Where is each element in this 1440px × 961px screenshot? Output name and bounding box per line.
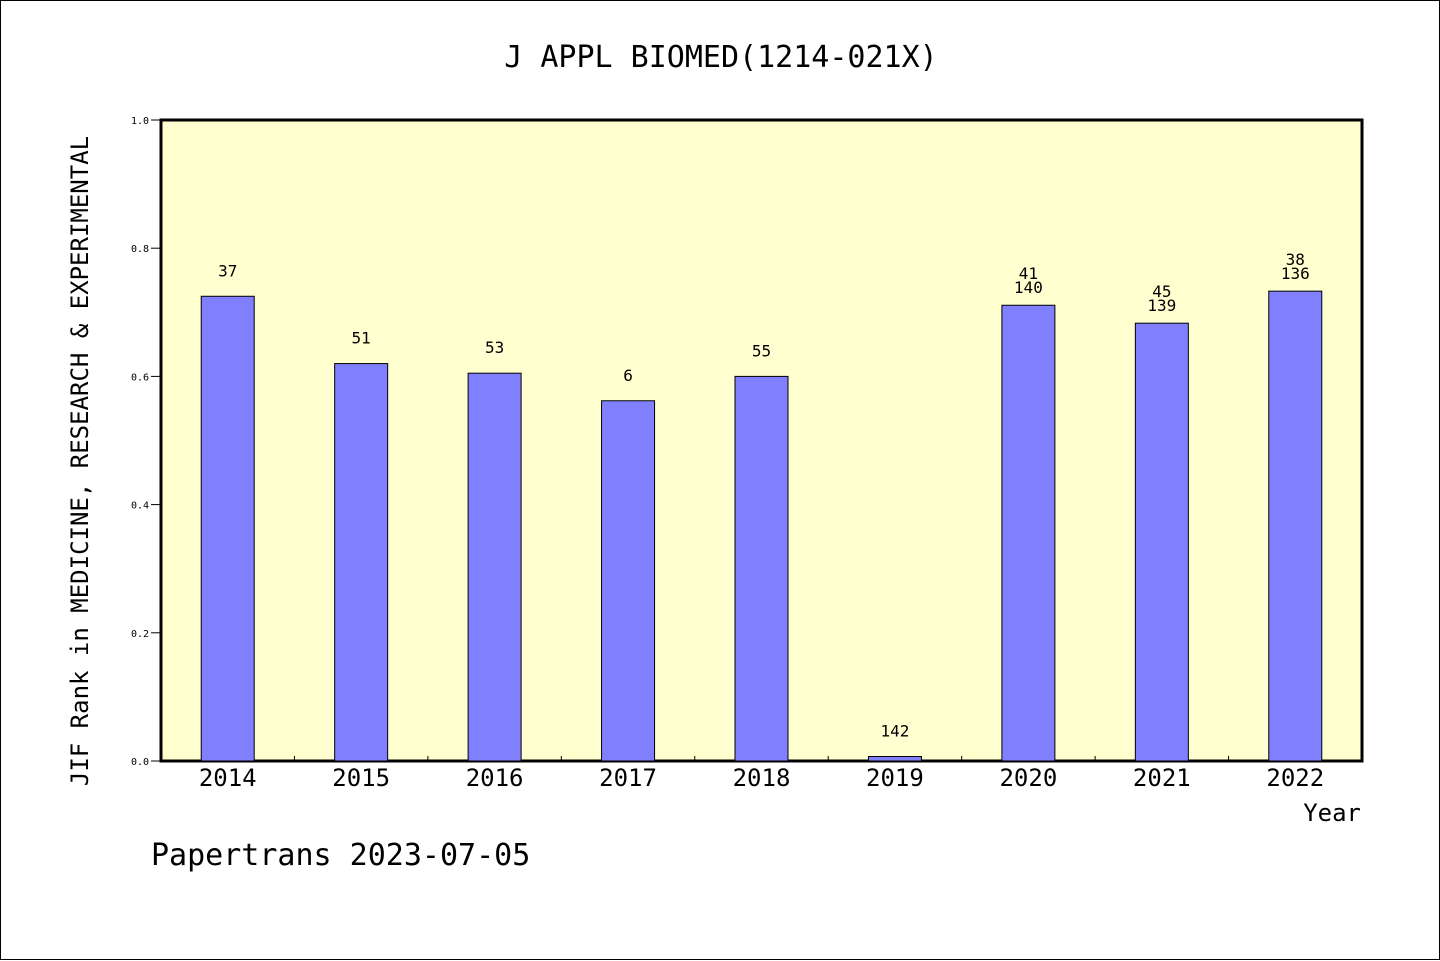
x-axis: 2014 2015 2016 2017 2018 2019 2020 2021 2022 bbox=[199, 756, 1324, 792]
x-tick-label: 2022 bbox=[1266, 764, 1324, 792]
y-tick-label: 0.8 bbox=[131, 244, 149, 255]
x-tick-label: 2020 bbox=[999, 764, 1057, 792]
bar-data-label: 51 bbox=[352, 329, 371, 348]
bar-2018 bbox=[734, 375, 789, 762]
x-tick-label: 2015 bbox=[332, 764, 390, 792]
y-axis: 0.0 0.2 0.4 0.6 0.8 1.0 bbox=[131, 116, 161, 768]
y-tick-label: 0.2 bbox=[131, 629, 149, 640]
footer-stamp: Papertrans 2023-07-05 bbox=[151, 838, 530, 873]
x-tick-label: 2018 bbox=[733, 764, 791, 792]
x-tick-label: 2017 bbox=[599, 764, 657, 792]
bar-2020 bbox=[1001, 304, 1056, 762]
y-tick-label: 0.6 bbox=[131, 372, 149, 383]
bar-2016 bbox=[467, 372, 522, 762]
bar-2017 bbox=[601, 400, 656, 762]
x-tick-label: 2014 bbox=[199, 764, 257, 792]
y-tick-label: 0.4 bbox=[131, 501, 149, 512]
bar-2015 bbox=[334, 363, 389, 762]
bar-2022 bbox=[1268, 290, 1323, 762]
y-tick-label: 1.0 bbox=[131, 116, 149, 127]
bar-2014 bbox=[200, 295, 255, 762]
bars-group bbox=[200, 290, 1323, 762]
bar-data-label: 55 bbox=[752, 341, 771, 360]
bar-data-label: 45 bbox=[1152, 282, 1171, 301]
x-tick-label: 2021 bbox=[1133, 764, 1191, 792]
y-tick-label: 0.0 bbox=[131, 757, 149, 768]
bar-data-label: 38 bbox=[1286, 250, 1305, 269]
bar-data-label: 140 bbox=[1014, 278, 1043, 297]
x-tick-label: 2019 bbox=[866, 764, 924, 792]
bar-data-label: 41 bbox=[1019, 264, 1038, 283]
bar-2019 bbox=[867, 756, 922, 762]
bar-data-label: 37 bbox=[218, 261, 237, 280]
bar-2021 bbox=[1134, 322, 1189, 762]
bar-data-label: 139 bbox=[1147, 296, 1176, 315]
bar-data-label: 136 bbox=[1281, 264, 1310, 283]
x-tick-label: 2016 bbox=[466, 764, 524, 792]
x-axis-label: Year bbox=[1303, 799, 1361, 827]
chart-title: J APPL BIOMED(1214-021X) bbox=[504, 40, 937, 75]
bar-data-label: 6 bbox=[623, 366, 633, 385]
bar-data-label: 142 bbox=[880, 722, 909, 741]
y-axis-label: JIF Rank in MEDICINE, RESEARCH & EXPERIM… bbox=[66, 136, 94, 786]
bar-data-label: 53 bbox=[485, 338, 504, 357]
